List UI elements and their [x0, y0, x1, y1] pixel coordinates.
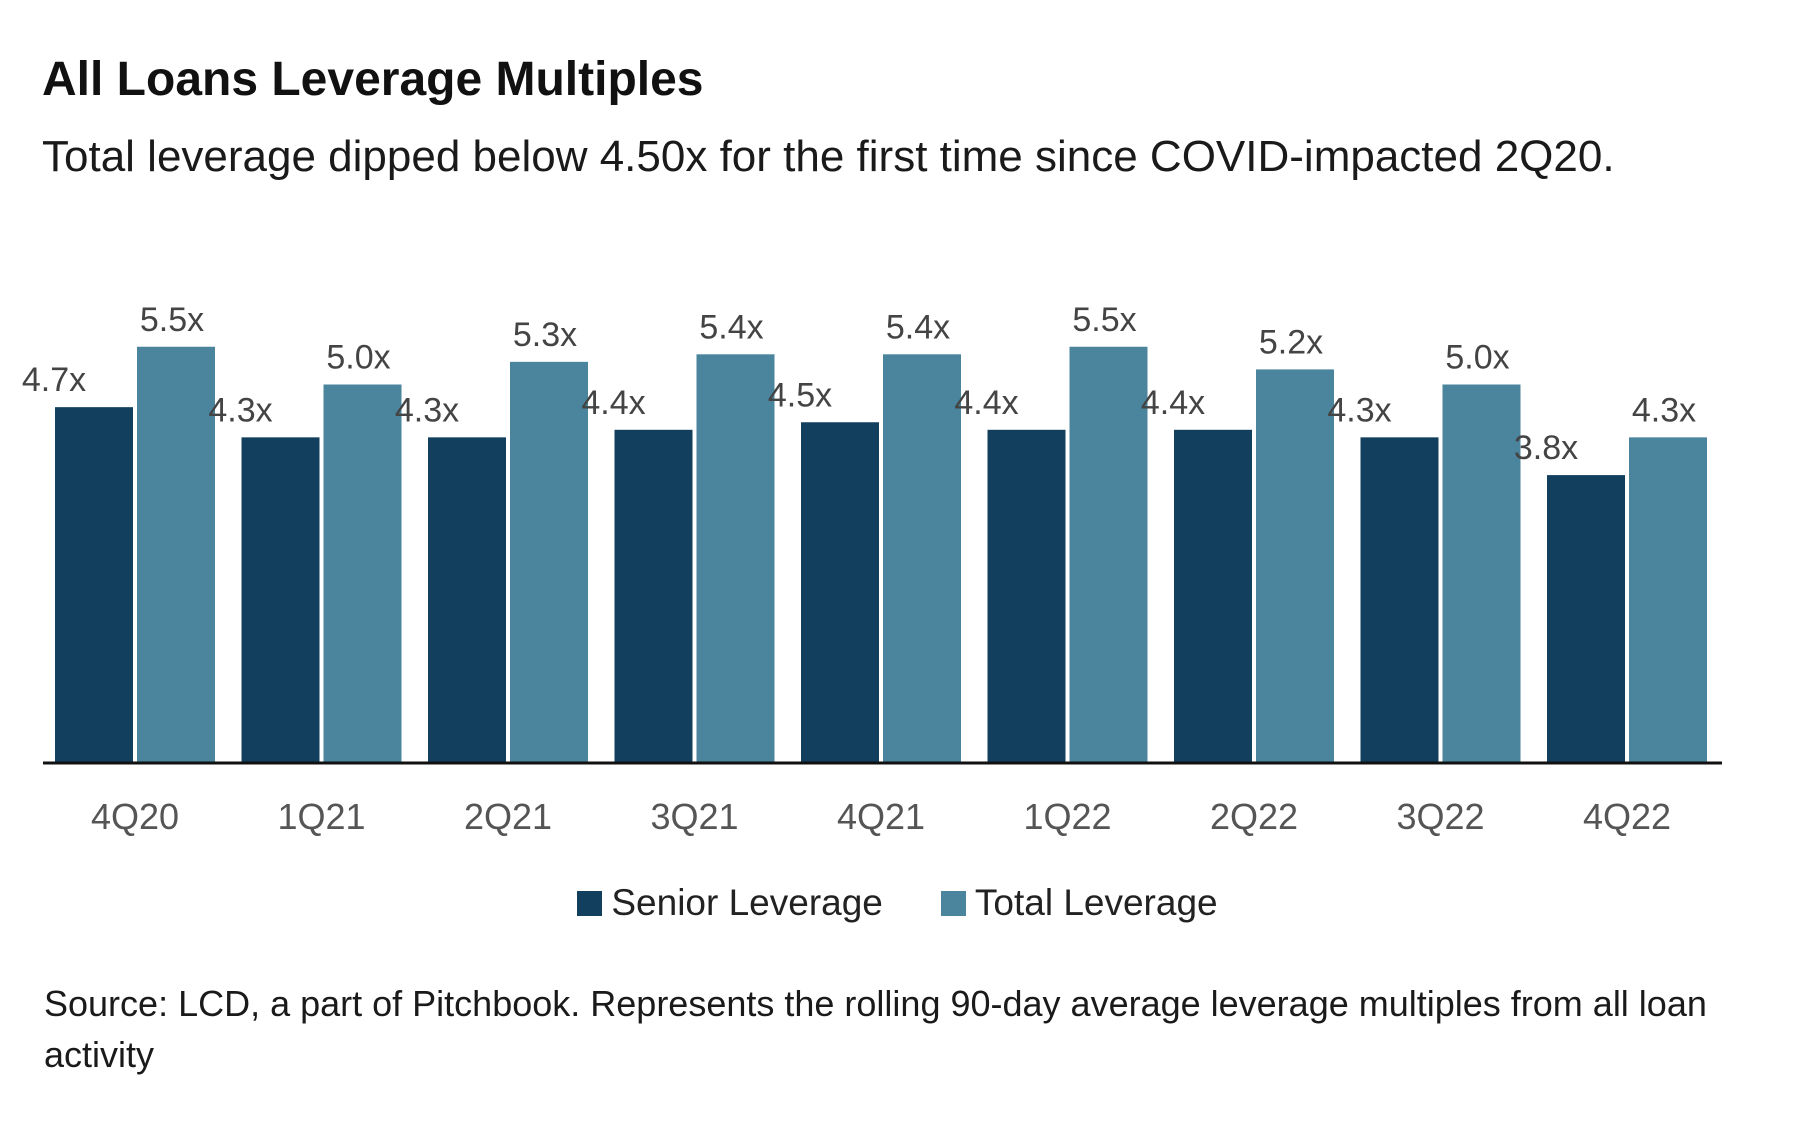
total-bar-2Q22	[1256, 369, 1334, 762]
senior-value-label-3Q22: 4.3x	[1327, 391, 1391, 429]
x-tick-label-2Q21: 2Q21	[464, 796, 552, 837]
legend-swatch-total	[940, 890, 966, 916]
senior-value-label-4Q20: 4.7x	[22, 361, 86, 399]
legend-item-total: Total Leverage	[940, 882, 1218, 924]
bar-chart: 4.7x5.5x4Q204.3x5.0x1Q214.3x5.3x2Q214.4x…	[22, 301, 1722, 837]
total-value-label-1Q22: 5.5x	[1072, 301, 1136, 339]
senior-value-label-3Q21: 4.4x	[581, 384, 645, 422]
senior-value-label-2Q21: 4.3x	[395, 391, 459, 429]
senior-value-label-4Q22: 3.8x	[1514, 429, 1578, 467]
total-bar-1Q21	[323, 384, 402, 762]
total-bar-4Q21	[883, 354, 961, 762]
senior-bar-4Q20	[55, 407, 133, 762]
x-tick-label-4Q22: 4Q22	[1583, 796, 1671, 837]
legend-item-senior: Senior Leverage	[577, 882, 883, 924]
senior-bar-1Q22	[987, 429, 1066, 762]
senior-bar-4Q21	[801, 422, 879, 762]
legend-label-senior: Senior Leverage	[611, 882, 883, 923]
x-tick-label-3Q21: 3Q21	[650, 796, 738, 837]
total-bar-4Q20	[137, 346, 215, 762]
x-tick-label-4Q20: 4Q20	[91, 796, 179, 837]
legend-swatch-senior	[577, 890, 603, 916]
total-value-label-4Q22: 4.3x	[1632, 391, 1696, 429]
x-tick-label-4Q21: 4Q21	[837, 796, 925, 837]
senior-bar-2Q21	[428, 437, 506, 762]
senior-bar-1Q21	[241, 437, 320, 762]
total-bar-3Q21	[696, 354, 775, 762]
chart-legend: Senior Leverage Total Leverage	[0, 882, 1795, 924]
total-value-label-2Q22: 5.2x	[1259, 323, 1323, 361]
x-tick-label-1Q22: 1Q22	[1023, 796, 1111, 837]
source-footnote: Source: LCD, a part of Pitchbook. Repres…	[44, 983, 1707, 1076]
senior-value-label-2Q22: 4.4x	[1141, 384, 1205, 422]
senior-bar-4Q22	[1547, 475, 1625, 762]
legend-label-total: Total Leverage	[974, 882, 1218, 923]
total-value-label-3Q22: 5.0x	[1445, 339, 1509, 377]
total-value-label-4Q20: 5.5x	[140, 301, 204, 339]
senior-bar-3Q22	[1360, 437, 1439, 762]
total-bar-2Q21	[510, 361, 588, 762]
total-value-label-3Q21: 5.4x	[699, 308, 763, 346]
x-tick-label-3Q22: 3Q22	[1396, 796, 1484, 837]
total-value-label-1Q21: 5.0x	[326, 339, 390, 377]
total-value-label-4Q21: 5.4x	[886, 308, 950, 346]
senior-bar-2Q22	[1174, 429, 1252, 762]
chart-title: All Loans Leverage Multiples	[42, 53, 704, 106]
chart-subtitle: Total leverage dipped below 4.50x for th…	[42, 132, 1615, 181]
total-value-label-2Q21: 5.3x	[513, 316, 577, 354]
total-bar-1Q22	[1069, 346, 1148, 762]
senior-value-label-1Q21: 4.3x	[208, 391, 272, 429]
senior-bar-3Q21	[614, 429, 693, 762]
total-bar-3Q22	[1442, 384, 1521, 762]
senior-value-label-4Q21: 4.5x	[768, 376, 832, 414]
x-tick-label-1Q21: 1Q21	[277, 796, 365, 837]
senior-value-label-1Q22: 4.4x	[954, 384, 1018, 422]
x-tick-label-2Q22: 2Q22	[1210, 796, 1298, 837]
total-bar-4Q22	[1629, 437, 1707, 762]
